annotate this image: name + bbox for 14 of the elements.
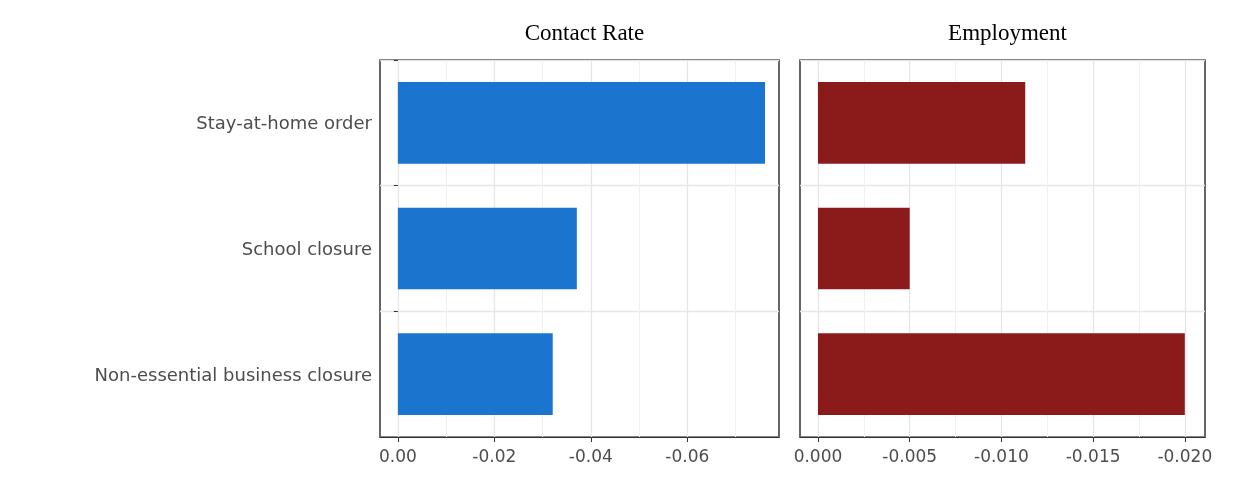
y-tick-label: Stay-at-home order <box>196 112 373 134</box>
x-tick-label: -0.04 <box>568 445 613 466</box>
y-tick-label: Non-essential business closure <box>94 363 372 385</box>
x-tick-label: 0.00 <box>378 445 417 466</box>
x-tick-label: -0.02 <box>472 445 517 466</box>
chart-title: Employment <box>948 20 1068 45</box>
x-tick-label: 0.000 <box>793 445 843 466</box>
x-tick-label: -0.015 <box>1065 445 1121 466</box>
x-tick-label: -0.005 <box>882 445 938 466</box>
x-tick-label: -0.06 <box>665 445 710 466</box>
chart-title: Contact Rate <box>524 20 645 45</box>
x-tick-label: -0.020 <box>1157 445 1213 466</box>
y-tick-label: School closure <box>241 238 372 259</box>
x-tick-label: -0.010 <box>973 445 1029 466</box>
